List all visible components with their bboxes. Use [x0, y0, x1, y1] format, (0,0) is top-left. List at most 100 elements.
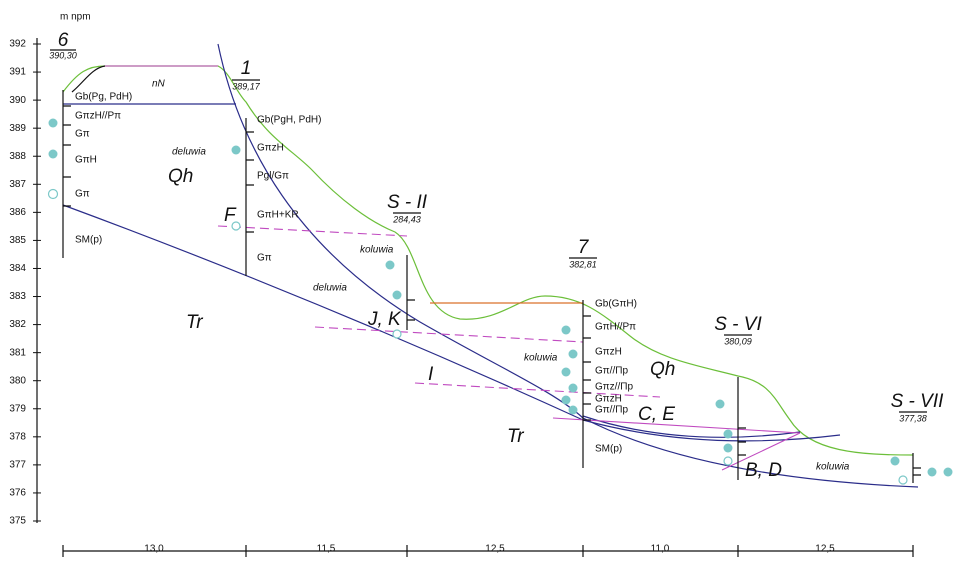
- zone: nN: [152, 79, 166, 90]
- borehole-elevation: 380,09: [724, 336, 752, 346]
- layer: GπH//Pπ: [595, 322, 636, 333]
- zone: deluwia: [172, 147, 206, 158]
- layer: GπzH: [595, 394, 622, 405]
- zone: koluwia: [524, 353, 558, 364]
- profile-lines: [62, 43, 921, 488]
- sample: [47, 188, 59, 200]
- y-tick-label: 392: [9, 39, 26, 50]
- layer: Gπ: [75, 189, 90, 200]
- samples: [47, 118, 953, 485]
- fault: [414, 382, 661, 398]
- borehole-elevation: 390,30: [49, 50, 77, 60]
- distance-scale: 13,0 11,5 12,5 11,0 12,5: [62, 544, 914, 557]
- sample: [561, 325, 571, 335]
- sample: [392, 290, 402, 300]
- layer: SM(p): [75, 235, 102, 246]
- layer-tick: [63, 105, 921, 476]
- sample: [561, 367, 571, 377]
- layer: GπzH: [595, 347, 622, 358]
- sample: [723, 443, 733, 453]
- y-tick-label: 385: [9, 235, 26, 246]
- y-tick-label: 380: [9, 375, 26, 386]
- distance: 11,0: [651, 544, 670, 555]
- zone: deluwia: [313, 283, 347, 294]
- y-tick-label: 384: [9, 263, 26, 274]
- sample: [392, 329, 402, 339]
- y-tick-label: 378: [9, 431, 26, 442]
- boundary: [71, 65, 106, 93]
- sample: [385, 260, 395, 270]
- y-tick-label: 389: [9, 123, 26, 134]
- layer: Gb(GπH): [595, 299, 637, 310]
- y-tick-label: 377: [9, 460, 26, 471]
- zone: koluwia: [360, 245, 394, 256]
- boundary: [62, 204, 841, 442]
- layers: Gb(Pg, PdH) GπzH//Pπ Gπ GπH Gπ SM(p) Gb(…: [75, 92, 637, 455]
- sample: [898, 475, 908, 485]
- sample: [561, 395, 571, 405]
- zone: C, E: [638, 404, 675, 425]
- scale-line: [62, 545, 914, 557]
- distance: 13,0: [144, 544, 164, 555]
- borehole-elevation: 389,17: [232, 81, 261, 91]
- layer: GπH+KR: [257, 210, 299, 221]
- borehole-name: S - VII: [891, 391, 945, 412]
- sample: [231, 221, 241, 231]
- zone: I: [428, 364, 434, 385]
- layer: Gπz//Πp: [595, 382, 633, 393]
- borehole-name: 7: [578, 237, 590, 258]
- y-ticks: 392 391 390 389 388 387 386 385 384 383 382 381 380 3…: [9, 39, 41, 527]
- y-tick-label: 382: [9, 319, 26, 330]
- y-tick-label: 376: [9, 488, 26, 499]
- y-tick-label: 381: [9, 347, 26, 358]
- zone: koluwia: [816, 462, 850, 473]
- distance: 11,5: [317, 544, 336, 555]
- layer: GπH: [75, 155, 97, 166]
- y-tick-label: 379: [9, 403, 26, 414]
- borehole-name: S - II: [387, 192, 428, 213]
- borehole-name: 6: [58, 30, 69, 51]
- zone: Tr: [186, 312, 203, 333]
- layer: Gπ//Πp: [595, 366, 628, 377]
- y-tick-label: 388: [9, 151, 26, 162]
- zones: nN deluwia Qh F Tr deluwia koluwia J, K …: [152, 79, 850, 481]
- fault: [217, 225, 408, 237]
- y-tick-label: 391: [9, 67, 26, 78]
- layer: Gπ//Πp: [595, 405, 628, 416]
- layer: Gπ: [75, 129, 90, 140]
- boundary: [582, 415, 801, 438]
- sample: [715, 399, 725, 409]
- distance: 12,5: [485, 544, 505, 555]
- sample: [568, 349, 578, 359]
- borehole-elevation: 377,38: [899, 413, 927, 423]
- zone: Qh: [650, 359, 675, 380]
- terrain: [62, 65, 914, 456]
- y-tick-label: 375: [9, 516, 26, 527]
- sample: [568, 383, 578, 393]
- zone: B, D: [745, 460, 782, 481]
- borehole: [62, 90, 914, 483]
- borehole-elevation: 382,81: [569, 259, 597, 269]
- sample: [723, 456, 733, 466]
- borehole-name: S - VI: [714, 314, 762, 335]
- sample: [927, 467, 937, 477]
- sample: [231, 145, 241, 155]
- y-tick-label: 387: [9, 179, 26, 190]
- layer: SM(p): [595, 444, 622, 455]
- layer: Gb(Pg, PdH): [75, 92, 132, 103]
- zone: Tr: [507, 426, 524, 447]
- layer: GπzH: [257, 143, 284, 154]
- sample: [568, 405, 578, 415]
- fault: [552, 417, 801, 471]
- layer: GπzH//Pπ: [75, 111, 121, 122]
- sample: [48, 118, 58, 128]
- sample: [723, 429, 733, 439]
- y-tick-label: 386: [9, 207, 26, 218]
- axis-label: m npm: [60, 12, 91, 23]
- zone: Qh: [168, 166, 193, 187]
- boundary: [217, 43, 919, 488]
- y-tick-label: 390: [9, 95, 26, 106]
- layer: Gπ: [257, 253, 272, 264]
- fault: [314, 326, 584, 343]
- distance: 12,5: [815, 544, 835, 555]
